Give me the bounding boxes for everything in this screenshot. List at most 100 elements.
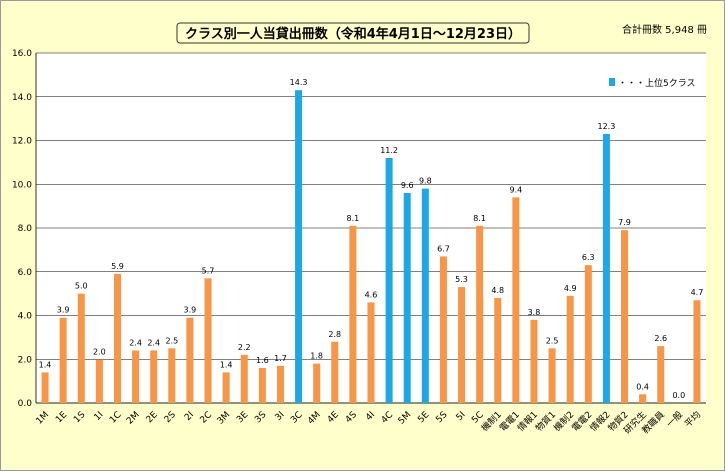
x-tick-label: 1S — [72, 410, 87, 425]
bar — [548, 348, 556, 403]
x-tick-label: 1C — [108, 410, 124, 426]
x-tick-label: 4S — [344, 410, 359, 425]
bar — [584, 265, 592, 403]
x-tick-label: 2M — [125, 410, 142, 427]
bars — [41, 90, 701, 403]
data-label: 3.8 — [528, 308, 541, 317]
data-label: 6.3 — [582, 253, 595, 262]
data-label: 1.6 — [256, 356, 269, 365]
x-tick-label: 4I — [364, 410, 377, 423]
y-tick-label: 10.0 — [12, 180, 32, 190]
bar — [458, 287, 466, 403]
bar — [313, 363, 321, 403]
x-tick-label: 1E — [54, 410, 69, 425]
x-tick-label: 4M — [306, 410, 323, 427]
data-label: 2.4 — [147, 339, 160, 348]
data-label: 4.8 — [491, 286, 504, 295]
x-tick-label: 2I — [183, 410, 196, 423]
bar — [150, 350, 158, 403]
data-label: 2.6 — [654, 334, 667, 343]
y-tick-label: 2.0 — [18, 355, 33, 365]
data-label: 5.3 — [455, 275, 468, 284]
y-tick-label: 8.0 — [18, 224, 33, 234]
x-tick-label: 5M — [397, 410, 414, 427]
data-label: 8.1 — [473, 214, 486, 223]
data-label: 2.2 — [238, 343, 251, 352]
legend-swatch — [609, 78, 615, 86]
bar — [222, 372, 230, 403]
bar — [494, 298, 502, 403]
bar — [41, 372, 49, 403]
y-tick-label: 6.0 — [18, 268, 33, 278]
bar — [295, 90, 303, 403]
bar — [512, 197, 520, 403]
data-label: 6.7 — [437, 244, 450, 253]
data-label: 0.4 — [636, 382, 649, 391]
bar — [639, 394, 647, 403]
x-tick-label: 2S — [163, 410, 178, 425]
data-label: 5.7 — [202, 266, 215, 275]
data-label: 2.0 — [93, 347, 106, 356]
bar — [476, 225, 484, 403]
bar — [168, 348, 176, 403]
x-tick-label: 2E — [145, 410, 160, 425]
data-label: 2.4 — [129, 339, 142, 348]
bar — [657, 346, 665, 403]
value-labels: 1.4 3.9 5.0 2.0 5.9 2.4 2.4 2.5 3.9 5.7 1.4 2.2 1.6 1… — [39, 78, 704, 400]
x-tick-label: 1M — [35, 410, 52, 427]
bar — [602, 133, 610, 403]
bar — [349, 225, 357, 403]
x-tick-label: 3E — [235, 410, 250, 425]
data-label: 4.9 — [564, 284, 577, 293]
data-label: 9.4 — [509, 185, 522, 194]
data-label: 14.3 — [290, 78, 308, 87]
bar — [439, 256, 447, 403]
x-tick-label: 1I — [92, 410, 105, 423]
data-label: 12.3 — [597, 122, 615, 131]
data-label: 2.5 — [165, 336, 178, 345]
y-tick-label: 16.0 — [12, 49, 32, 59]
data-label: 9.8 — [419, 177, 432, 186]
data-label: 1.8 — [310, 352, 323, 361]
chart-title: クラス別一人当貸出冊数（令和4年4月1日～12月23日） — [185, 26, 521, 42]
y-axis: 0.0 2.0 4.0 6.0 8.0 10.0 12.0 14.0 16.0 — [12, 49, 32, 409]
x-tick-label: 5E — [416, 410, 431, 425]
y-tick-label: 14.0 — [12, 93, 32, 103]
x-tick-label: 一般 — [664, 409, 685, 430]
data-label: 3.9 — [184, 306, 197, 315]
bar — [132, 350, 140, 403]
bar — [367, 302, 375, 403]
bar — [385, 158, 393, 403]
data-label: 5.0 — [75, 282, 88, 291]
x-tick-label: 3S — [253, 410, 268, 425]
bar — [621, 230, 629, 403]
bar — [95, 359, 103, 403]
bar — [204, 278, 212, 403]
bar — [403, 193, 411, 403]
bar — [186, 317, 194, 403]
bar — [693, 300, 701, 403]
data-label: 9.6 — [401, 181, 414, 190]
x-tick-label: 5I — [455, 410, 468, 423]
data-label: 5.9 — [111, 262, 124, 271]
y-tick-label: 12.0 — [12, 137, 32, 147]
data-label: 1.4 — [220, 360, 233, 369]
bar — [566, 295, 574, 403]
data-label: 7.9 — [618, 218, 631, 227]
bar — [331, 341, 339, 403]
data-label: 3.9 — [57, 306, 70, 315]
bar — [276, 365, 284, 403]
data-label: 4.7 — [691, 288, 704, 297]
data-label: 2.5 — [546, 336, 559, 345]
x-tick-label: 平均 — [682, 409, 703, 430]
bar — [77, 293, 85, 403]
data-label: 11.2 — [380, 146, 398, 155]
data-label: 0.0 — [672, 391, 685, 400]
x-tick-label: 5S — [434, 410, 449, 425]
bar — [240, 354, 248, 403]
title-frame — [176, 22, 530, 44]
data-label: 1.4 — [39, 360, 52, 369]
y-tick-label: 4.0 — [18, 312, 33, 322]
bar — [113, 273, 121, 403]
